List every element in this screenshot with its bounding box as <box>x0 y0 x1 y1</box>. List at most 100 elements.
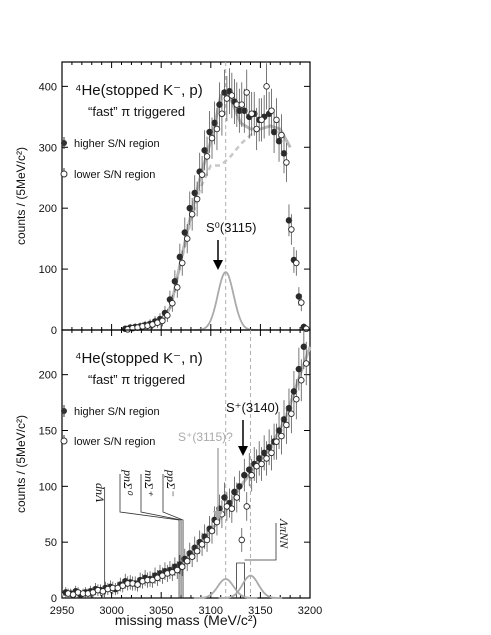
bottom-y-tick-label: 0 <box>51 593 57 605</box>
x-tick-label: 2950 <box>50 605 74 617</box>
bottom-data-point <box>295 365 303 373</box>
bottom-data-point <box>275 427 283 434</box>
top-data-point <box>243 89 250 96</box>
x-axis-label: missing mass (MeV/c²) <box>115 612 257 628</box>
top-data-point <box>198 171 206 178</box>
top-data-point <box>270 128 278 136</box>
x-tick-label: 3200 <box>298 605 322 617</box>
bottom-signal-peak <box>218 574 283 599</box>
bottom-y-tick-label: 50 <box>45 537 57 549</box>
top-data-point <box>183 235 191 242</box>
top-data-point <box>203 153 211 160</box>
top-signal-peak <box>193 271 258 331</box>
legend-higher-label-bottom: higher S/N region <box>74 406 160 418</box>
x-tick-label: 3100 <box>199 605 223 617</box>
splus-3115-label: S⁺(3115)? <box>178 430 233 444</box>
threshold-label: ΛπNN <box>277 518 291 549</box>
top-y-tick-label: 200 <box>39 203 57 215</box>
bottom-plot-frame <box>61 329 311 599</box>
bottom-threshold-markers: dnΛ pnΣ⁰ nnΣ⁺ ppΣ⁻ ΛπNN <box>93 469 291 598</box>
bottom-data-point <box>285 404 293 412</box>
x-tick-label: 3000 <box>99 605 123 617</box>
bottom-data-point <box>288 410 295 418</box>
bottom-data-point <box>268 449 275 457</box>
top-data-point <box>188 211 196 218</box>
bottom-data-point <box>183 557 191 565</box>
bottom-data-point <box>258 460 265 468</box>
bottom-axis-ticks: 0 50 100 150 200 2950 3000 3050 3100 3150 3200 <box>39 330 322 617</box>
top-data-point <box>178 259 186 267</box>
bottom-data-point <box>198 541 206 548</box>
top-data-point <box>241 107 248 114</box>
top-data-points <box>122 63 310 333</box>
bottom-data-point <box>290 388 298 395</box>
top-data-point <box>253 125 260 133</box>
top-data-point <box>268 107 275 114</box>
top-y-ticks: 0 100 200 300 400 <box>39 62 311 337</box>
top-data-point <box>164 312 171 319</box>
bottom-data-point <box>278 432 285 440</box>
top-data-point <box>186 204 194 212</box>
legend-open-marker-bottom <box>60 437 68 445</box>
bottom-data-point <box>248 471 255 479</box>
top-background-fit <box>160 124 292 325</box>
bottom-signal-peak <box>193 578 258 599</box>
bottom-data-point <box>231 488 238 496</box>
threshold-label: pnΣ⁰ <box>121 469 135 496</box>
x-tick-label: 3150 <box>248 605 272 617</box>
bottom-data-point <box>263 455 270 462</box>
bottom-data-point <box>293 395 300 403</box>
splus-3115-arrow-head <box>213 511 223 521</box>
legend-lower-label-top: lower S/N region <box>74 169 155 181</box>
threshold-label: ppΣ⁻ <box>164 469 178 497</box>
top-data-point <box>298 299 305 306</box>
bottom-data-point <box>228 505 236 512</box>
top-panel-title: ⁴He(stopped K⁻, p) <box>75 82 203 99</box>
top-data-point <box>201 147 208 154</box>
top-data-point <box>275 137 283 145</box>
bottom-data-point <box>265 444 273 451</box>
bottom-data-point <box>302 360 310 367</box>
top-data-point <box>218 110 226 118</box>
legend-higher-label-top: higher S/N region <box>74 138 160 150</box>
top-data-point <box>181 229 189 236</box>
top-data-point <box>208 134 216 142</box>
top-data-point <box>283 159 290 166</box>
s0-arrow-head <box>213 260 223 270</box>
bottom-data-point <box>203 536 211 544</box>
top-data-point <box>159 317 166 325</box>
top-data-point <box>302 325 310 333</box>
legend-open-marker-top <box>60 170 68 178</box>
top-data-point <box>238 101 246 108</box>
legend-lower-label-bottom: lower S/N region <box>74 436 155 448</box>
top-y-tick-label: 300 <box>39 142 57 154</box>
top-data-point <box>191 189 198 197</box>
bottom-y-tick-label: 100 <box>39 481 57 493</box>
top-y-tick-label: 100 <box>39 264 57 276</box>
top-data-point <box>258 116 265 124</box>
bottom-data-points <box>62 330 310 598</box>
bottom-data-point <box>174 566 181 574</box>
bottom-data-point <box>238 536 246 544</box>
splus-3140-label: S⁺(3140) <box>226 400 279 415</box>
top-y-tick-label: 400 <box>39 81 57 93</box>
bottom-data-point <box>246 466 253 473</box>
top-data-point <box>213 125 221 133</box>
top-data-point <box>176 253 184 261</box>
bottom-data-point <box>208 527 216 535</box>
bottom-panel: dnΛ pnΣ⁰ nnΣ⁺ ppΣ⁻ ΛπNN 0 50 100 150 200 2950 3000… <box>14 329 322 628</box>
top-y-tick-label: 0 <box>51 325 57 337</box>
top-data-point <box>280 150 288 157</box>
top-data-point <box>223 95 231 102</box>
s0-annotation-label: S⁰(3115) <box>206 220 257 235</box>
bottom-data-point <box>134 581 141 588</box>
bottom-data-point <box>188 553 196 560</box>
bottom-data-point <box>283 421 290 429</box>
bottom-data-point <box>213 518 221 526</box>
bottom-data-point <box>221 494 228 501</box>
top-data-point <box>171 278 179 285</box>
top-fit-curves <box>159 62 292 331</box>
bottom-y-tick-label: 150 <box>39 426 57 438</box>
top-data-point <box>288 226 295 233</box>
